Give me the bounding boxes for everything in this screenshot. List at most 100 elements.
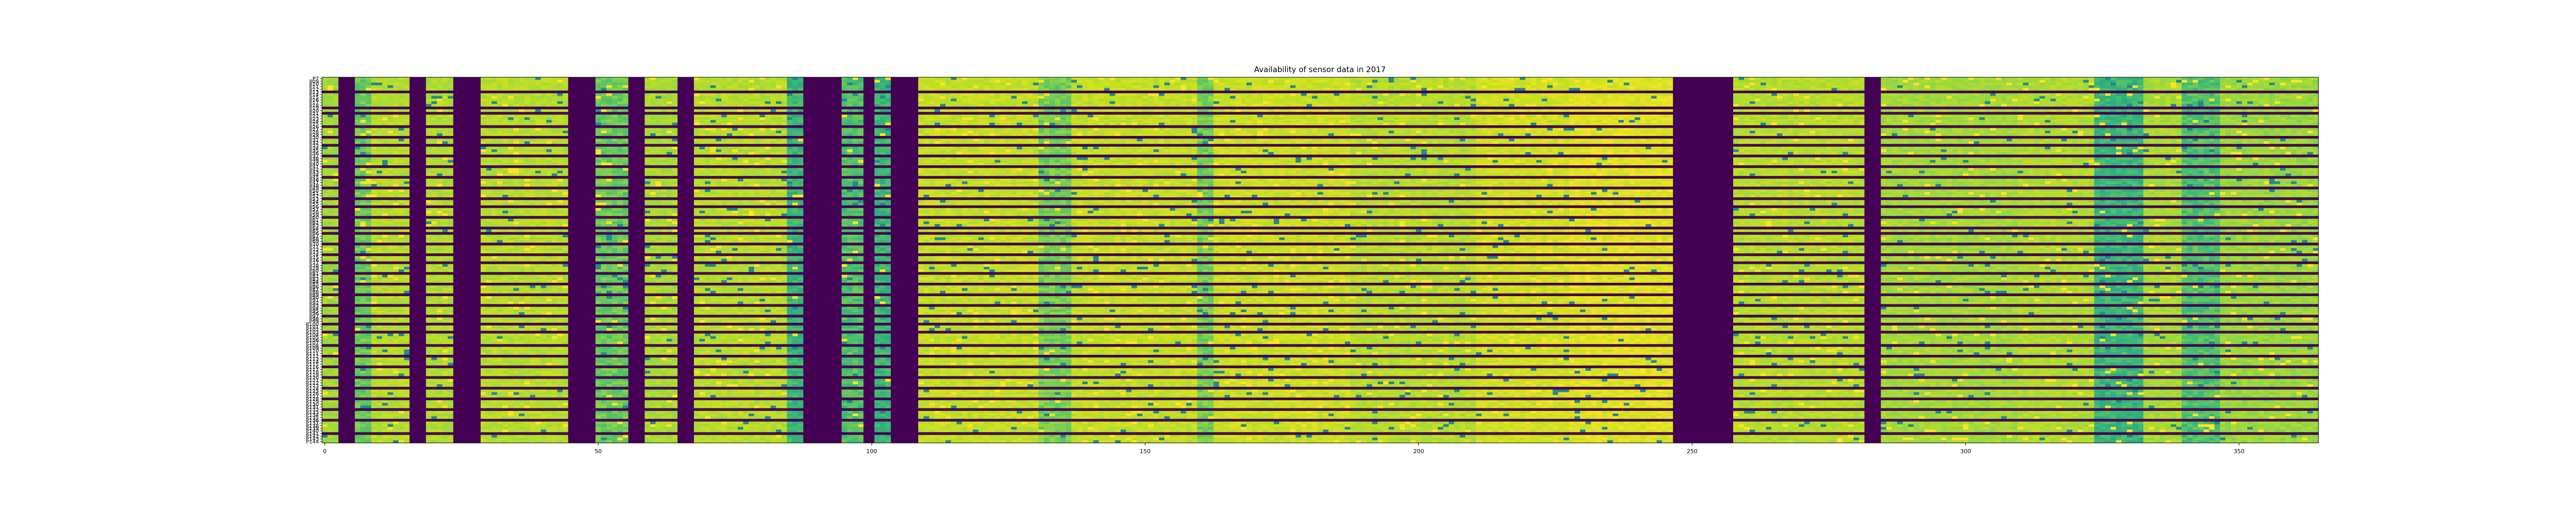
heatmap-cell <box>2149 80 2155 83</box>
heatmap-cell <box>1668 109 1673 112</box>
heatmap-cell <box>1416 80 1421 83</box>
heatmap-cell <box>1099 117 1105 121</box>
heatmap-cell <box>1252 93 1258 96</box>
heatmap-cell <box>563 85 568 89</box>
heatmap-cell <box>612 85 618 89</box>
heatmap-cell <box>847 85 853 89</box>
heatmap-cell <box>880 85 886 89</box>
heatmap-cell <box>721 88 727 91</box>
heatmap-cell <box>1006 120 1011 123</box>
heatmap-cell <box>1766 120 1772 123</box>
heatmap-cell <box>1744 109 1750 112</box>
heatmap-cell <box>1788 115 1793 118</box>
heatmap-cell <box>399 123 404 126</box>
heatmap-cell <box>874 109 880 112</box>
heatmap-cell <box>2007 117 2012 121</box>
heatmap-cell <box>1350 80 1356 83</box>
heatmap-cell <box>1602 88 1607 91</box>
heatmap-cell <box>1421 80 1427 83</box>
heatmap-cell <box>1246 96 1252 99</box>
heatmap-cell <box>1290 80 1296 83</box>
heatmap-cell <box>2302 123 2308 126</box>
heatmap-cell <box>2297 88 2302 91</box>
heatmap-cell <box>1558 77 1564 80</box>
heatmap-cell <box>2269 96 2275 99</box>
heatmap-cell <box>2094 117 2100 121</box>
heatmap-cell <box>497 101 503 105</box>
heatmap-cell <box>492 82 497 85</box>
heatmap-cell <box>1077 123 1082 126</box>
heatmap-cell <box>1821 98 1826 101</box>
heatmap-cell <box>492 109 497 112</box>
heatmap-cell <box>1361 96 1367 99</box>
heatmap-cell <box>1361 123 1367 126</box>
heatmap-cell <box>1553 80 1558 83</box>
heatmap-cell <box>2111 104 2116 107</box>
heatmap-cell <box>1323 115 1329 118</box>
heatmap-cell <box>1848 85 1854 89</box>
heatmap-cell <box>1832 117 1837 121</box>
heatmap-cell <box>792 98 798 101</box>
heatmap-cell <box>1487 120 1493 123</box>
heatmap-cell <box>1837 117 1843 121</box>
heatmap-cell <box>1897 93 1903 96</box>
heatmap-cell <box>1301 96 1307 99</box>
heatmap-cell <box>935 104 940 107</box>
heatmap-cell <box>1148 117 1154 121</box>
heatmap-cell <box>2280 123 2286 126</box>
heatmap-cell <box>1651 109 1657 112</box>
heatmap-cell <box>929 77 935 80</box>
heatmap-cell <box>2040 104 2045 107</box>
heatmap-cell <box>377 82 382 85</box>
heatmap-cell <box>1673 117 1733 121</box>
heatmap-cell <box>519 98 524 101</box>
heatmap-cell <box>1115 88 1121 91</box>
heatmap-cell <box>1804 123 1810 126</box>
heatmap-cell <box>1454 88 1460 91</box>
heatmap-cell <box>1503 123 1509 126</box>
heatmap-cell <box>541 123 547 126</box>
heatmap-cell <box>705 104 710 107</box>
heatmap-cell <box>568 85 596 89</box>
heatmap-cell <box>1131 120 1137 123</box>
heatmap-cell <box>803 93 842 96</box>
heatmap-cell <box>2018 98 2023 101</box>
heatmap-cell <box>710 117 716 121</box>
heatmap-cell <box>1881 82 1887 85</box>
heatmap-cell <box>2209 98 2215 101</box>
heatmap-cell <box>2204 77 2209 80</box>
heatmap-cell <box>880 115 886 118</box>
heatmap-cell <box>1044 104 1049 107</box>
heatmap-cell <box>1131 98 1137 101</box>
heatmap-cell <box>552 109 557 112</box>
heatmap-cell <box>1307 117 1312 121</box>
heatmap-cell <box>1416 98 1421 101</box>
heatmap-cell <box>1000 80 1006 83</box>
heatmap-cell <box>2285 101 2291 105</box>
heatmap-cell <box>502 109 508 112</box>
heatmap-cell <box>437 77 443 80</box>
heatmap-cell <box>1547 98 1553 101</box>
heatmap-cell <box>1804 80 1810 83</box>
heatmap-cell <box>1771 115 1777 118</box>
heatmap-cell <box>1531 96 1536 99</box>
heatmap-cell <box>502 123 508 126</box>
heatmap-cell <box>371 80 377 83</box>
heatmap-cell <box>2116 123 2122 126</box>
heatmap-cell <box>1279 93 1285 96</box>
heatmap-cell <box>2176 77 2182 80</box>
heatmap-cell <box>1186 120 1192 123</box>
heatmap-cell <box>1340 115 1345 118</box>
heatmap-cell <box>1996 85 2002 89</box>
heatmap-cell <box>1514 96 1520 99</box>
heatmap-cell <box>1821 123 1826 126</box>
heatmap-cell <box>1219 104 1225 107</box>
heatmap-cell <box>716 101 721 105</box>
heatmap-cell <box>700 82 705 85</box>
heatmap-cell <box>1443 123 1449 126</box>
heatmap-cell <box>1421 120 1427 123</box>
heatmap-cell <box>1334 120 1340 123</box>
heatmap-cell <box>1202 120 1208 123</box>
heatmap-cell <box>1449 117 1454 121</box>
heatmap-cell <box>1334 85 1340 89</box>
